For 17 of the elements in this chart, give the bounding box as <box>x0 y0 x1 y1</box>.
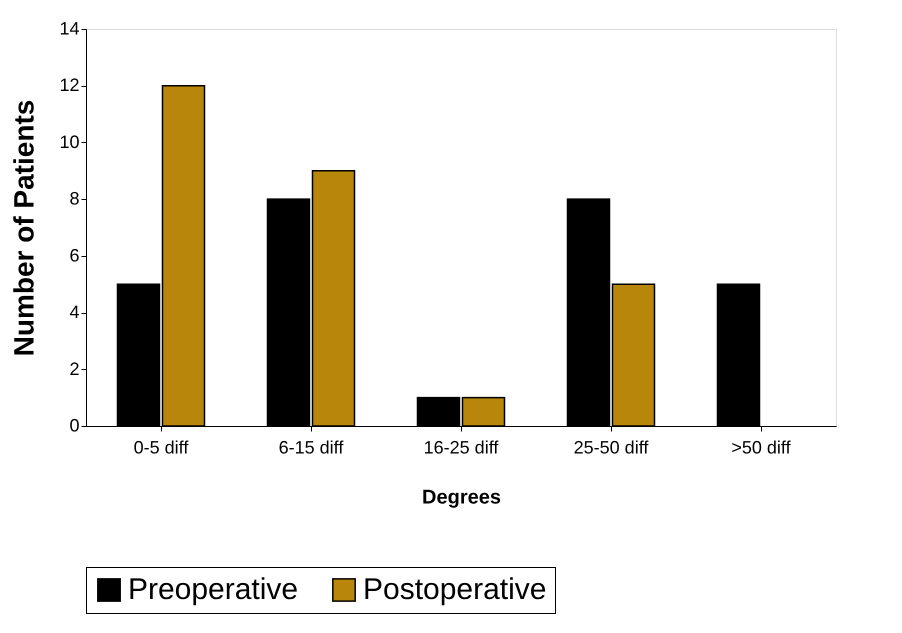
x-tick-label: 25-50 diff <box>574 438 650 458</box>
y-tick-label: 10 <box>59 132 80 152</box>
x-tick-label: 0-5 diff <box>134 438 190 458</box>
legend-label: Preoperative <box>128 573 298 606</box>
y-axis-title: Number of Patients <box>8 100 40 356</box>
x-tick-label: 6-15 diff <box>278 438 344 458</box>
x-tick-label: >50 diff <box>731 438 792 458</box>
legend-label: Postoperative <box>363 573 546 606</box>
y-tick-label: 12 <box>59 75 80 96</box>
y-tick-label: 2 <box>69 358 80 379</box>
y-tick-label: 0 <box>69 416 80 436</box>
y-tick-label: 8 <box>69 188 80 209</box>
y-tick-label: 6 <box>69 245 80 266</box>
y-tick-label: 4 <box>69 302 80 322</box>
x-tick-label: 16-25 diff <box>424 438 500 458</box>
x-axis-title: Degrees <box>422 486 501 508</box>
y-tick-label: 14 <box>59 18 80 38</box>
